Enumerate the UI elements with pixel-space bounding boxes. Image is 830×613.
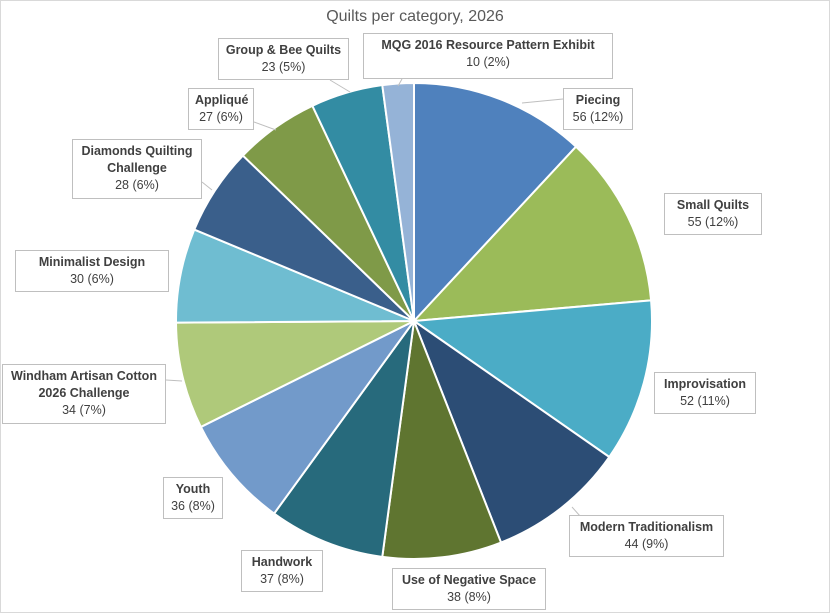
data-label-category: Modern Traditionalism	[579, 520, 714, 534]
data-label-category: Windham Artisan Cotton 2026 Challenge	[11, 369, 157, 400]
data-label-category: Piecing	[575, 93, 621, 107]
pie-slice	[381, 81, 415, 322]
data-label-value: 44 (9%)	[624, 537, 669, 551]
data-label-value: 30 (6%)	[70, 272, 114, 286]
data-label-category: MQG 2016 Resource Pattern Exhibit	[381, 38, 595, 52]
pie-slice	[381, 317, 503, 560]
data-label-category: Appliqué	[195, 93, 249, 107]
data-label: Appliqué 27 (6%)	[188, 88, 254, 130]
data-label-category: Diamonds Quilting Challenge	[81, 144, 193, 175]
data-label: Improvisation 52 (11%)	[654, 372, 756, 414]
data-label: Youth 36 (8%)	[163, 477, 223, 519]
data-label-value: 37 (8%)	[260, 572, 304, 586]
data-label: Piecing 56 (12%)	[563, 88, 633, 130]
data-label: Use of Negative Space 38 (8%)	[392, 568, 546, 610]
pie-slice	[174, 320, 415, 429]
data-label-category: Minimalist Design	[38, 255, 146, 269]
data-label-category: Youth	[175, 482, 211, 496]
data-label-value: 38 (8%)	[447, 590, 491, 604]
data-label-category: Use of Negative Space	[401, 573, 537, 587]
data-label-value: 28 (6%)	[115, 178, 159, 192]
leader-line	[201, 181, 213, 191]
data-label: Modern Traditionalism 44 (9%)	[569, 515, 724, 557]
leader-line	[571, 506, 581, 517]
pie-slice	[411, 145, 653, 323]
data-label-value: 10 (2%)	[466, 55, 510, 69]
data-label: Group & Bee Quilts 23 (5%)	[218, 38, 349, 80]
data-label: Minimalist Design 30 (6%)	[15, 250, 169, 292]
leader-line	[253, 121, 277, 131]
pie-slice	[411, 318, 611, 544]
leader-line	[521, 98, 564, 104]
data-label-category: Small Quilts	[676, 198, 750, 212]
data-label-value: 52 (11%)	[680, 394, 730, 408]
leader-line	[397, 78, 403, 87]
data-label: Diamonds Quilting Challenge 28 (6%)	[72, 139, 202, 199]
leader-line	[165, 379, 183, 382]
data-label: Windham Artisan Cotton 2026 Challenge 34 …	[2, 364, 166, 424]
chart-title: Quilts per category, 2026	[326, 8, 504, 25]
data-label-category: Group & Bee Quilts	[225, 43, 342, 57]
pie-slice	[413, 81, 578, 324]
pie-slice	[411, 299, 653, 459]
data-label-value: 56 (12%)	[572, 110, 624, 124]
pie-slice	[272, 320, 415, 559]
data-label-value: 36 (8%)	[171, 499, 215, 513]
data-label: MQG 2016 Resource Pattern Exhibit 10 (2%)	[363, 33, 613, 79]
data-label-value: 23 (5%)	[261, 60, 306, 74]
data-label-value: 34 (7%)	[62, 403, 106, 417]
data-label-category: Improvisation	[664, 377, 746, 391]
data-label-value: 55 (12%)	[687, 215, 739, 229]
pie-slice	[199, 320, 415, 515]
data-label: Small Quilts 55 (12%)	[664, 193, 762, 235]
data-label-value: 27 (6%)	[199, 110, 243, 124]
data-label-category: Handwork	[251, 555, 313, 569]
leader-line	[329, 79, 351, 93]
data-label: Handwork 37 (8%)	[241, 550, 323, 592]
